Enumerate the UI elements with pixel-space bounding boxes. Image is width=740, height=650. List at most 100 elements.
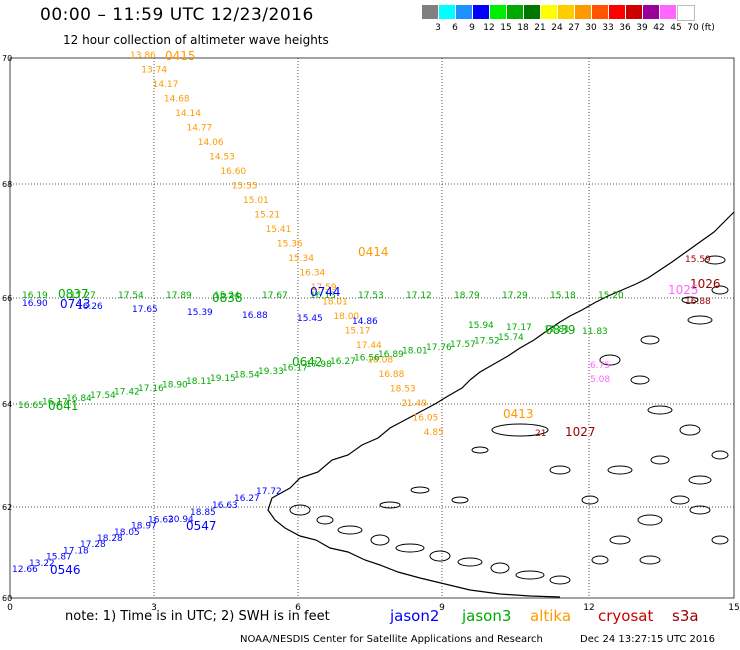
- legend-label: 33: [602, 23, 614, 33]
- island: [637, 514, 663, 526]
- pass-time-label: 1025: [668, 283, 699, 297]
- wave-height-label: 18.79: [454, 291, 480, 301]
- wave-height-label: 17.53: [358, 291, 384, 301]
- wave-height-label: 16.13: [310, 291, 336, 301]
- island: [640, 335, 660, 345]
- wave-height-label: 18.05: [114, 528, 140, 538]
- island: [704, 255, 726, 265]
- legend-label: 18: [517, 23, 529, 33]
- island: [490, 562, 510, 574]
- island: [630, 375, 650, 385]
- pass-time-label: 0547: [186, 519, 217, 533]
- wave-height-label: 17.54: [118, 291, 144, 301]
- legend-label: 39: [636, 23, 648, 33]
- wave-height-label: 16.63: [212, 501, 238, 511]
- wave-height-label: 15.87: [46, 553, 72, 563]
- wave-height-label: 18.11: [186, 377, 212, 387]
- island: [609, 535, 631, 545]
- x-tick-label: 0: [7, 603, 13, 613]
- wave-height-label: 16.60: [220, 167, 246, 177]
- wave-height-label: 17.54: [90, 391, 116, 401]
- mission-jason2: jason2: [390, 607, 440, 625]
- wave-height-label: 13.22: [29, 559, 55, 569]
- island: [689, 505, 711, 515]
- wave-height-label: 16.27: [234, 494, 260, 504]
- mission-jason3: jason3: [462, 607, 512, 625]
- wave-height-label: 16.89: [378, 350, 404, 360]
- wave-height-label: 16.27: [330, 357, 356, 367]
- mission-s3a: s3a: [672, 607, 699, 625]
- wave-height-label: 17.98: [306, 360, 332, 370]
- wave-height-label: 15.41: [266, 225, 292, 235]
- island: [639, 555, 661, 565]
- wave-height-label: 16.84: [66, 394, 92, 404]
- wave-height-label: 19.15: [210, 374, 236, 384]
- wave-height-label: 15.94: [468, 321, 494, 331]
- y-tick-label: 62: [2, 503, 12, 512]
- legend-swatch: [524, 5, 540, 19]
- wave-height-label: 16.65: [18, 401, 44, 411]
- island: [457, 557, 483, 567]
- wave-height-label: 17.89: [166, 291, 192, 301]
- legend-swatch: [558, 5, 574, 19]
- wave-height-label: 18.54: [234, 370, 260, 380]
- wave-height-label: 18.01: [402, 347, 428, 357]
- wave-height-label: 17.72: [256, 487, 282, 497]
- wave-height-label: 16.90: [22, 299, 48, 309]
- x-tick-label: 3: [151, 603, 157, 613]
- wave-height-label: 17.67: [262, 291, 288, 301]
- wave-height-label: 17.44: [356, 341, 382, 351]
- pass-time-label: 0414: [358, 245, 389, 259]
- wave-height-label: 16.34: [300, 269, 326, 279]
- y-tick-label: 70: [2, 54, 12, 63]
- wave-height-label: 17.59: [311, 283, 337, 293]
- wave-height-label: 17.27: [70, 291, 96, 301]
- wave-height-label: 21.49: [401, 399, 427, 409]
- y-tick-label: 66: [2, 294, 12, 303]
- wave-height-label: 15.20: [598, 291, 624, 301]
- wave-height-label: 15.45: [297, 314, 323, 324]
- wave-height-label: 17.29: [502, 291, 528, 301]
- wave-height-label: 14.14: [175, 109, 201, 119]
- wave-height-label: 17.17: [506, 323, 532, 333]
- island: [451, 496, 469, 504]
- wave-height-label: 15.01: [243, 196, 269, 206]
- island: [491, 423, 549, 437]
- coastline: [271, 211, 735, 499]
- island: [679, 424, 701, 436]
- island: [599, 354, 621, 366]
- wave-height-label: 18.85: [190, 508, 216, 518]
- legend-label: 15: [500, 23, 512, 33]
- wave-height-label: 17.65: [132, 305, 158, 315]
- wave-height-label: 11.83: [582, 327, 608, 337]
- generated-timestamp: Dec 24 13:27:15 UTC 2016: [580, 634, 715, 645]
- legend-label: 21: [534, 23, 546, 33]
- mission-cryosat: cryosat: [598, 607, 654, 625]
- wave-height-label: 13.86: [130, 51, 156, 61]
- island: [647, 405, 673, 415]
- x-tick-label: 9: [439, 603, 445, 613]
- x-tick-label: 6: [295, 603, 301, 613]
- wave-height-label: 15.55: [232, 182, 258, 192]
- y-tick-label: 60: [2, 594, 12, 603]
- wave-height-label: 16.88: [242, 311, 268, 321]
- wave-height-label: 15.36: [277, 240, 303, 250]
- wave-height-label: 16.19: [22, 291, 48, 301]
- island: [681, 296, 699, 304]
- pass-time-label: 0838: [212, 291, 243, 305]
- wave-height-label: 15.59: [685, 255, 711, 265]
- wave-height-label: 16.88: [685, 297, 711, 307]
- legend-label: 27: [568, 23, 580, 33]
- wave-height-label: 5.08: [590, 375, 610, 385]
- wave-height-label: 14.77: [187, 124, 213, 134]
- legend-swatch: [575, 5, 591, 19]
- legend-swatch: [507, 5, 523, 19]
- legend-label: 24: [551, 23, 563, 33]
- wave-height-label: 6.75: [590, 361, 610, 371]
- wave-height-label: 18.00: [333, 312, 359, 322]
- map-subtitle: 12 hour collection of altimeter wave hei…: [63, 33, 329, 47]
- wave-height-label: 17.81: [544, 325, 570, 335]
- wave-height-label: 18.01: [322, 298, 348, 308]
- island: [471, 446, 489, 454]
- pass-time-label: 0546: [50, 563, 81, 577]
